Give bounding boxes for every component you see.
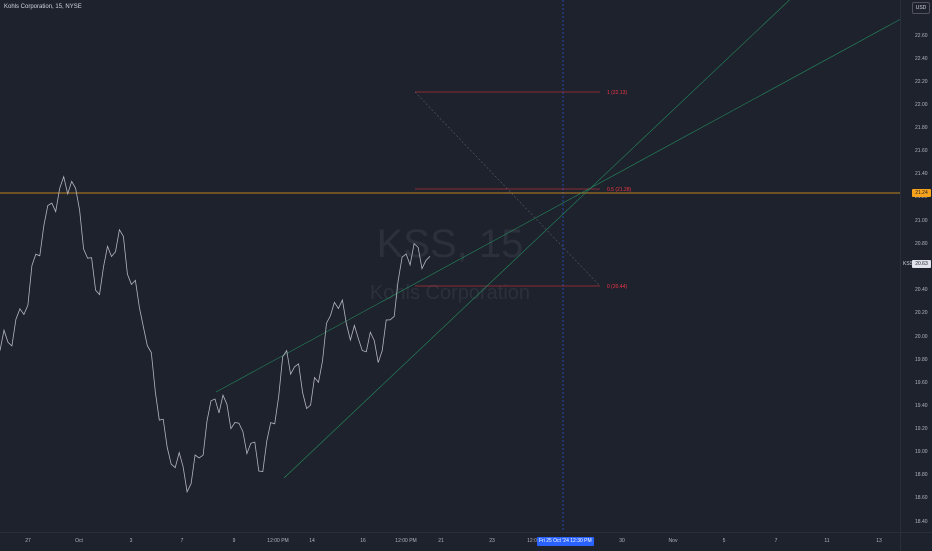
symbol-tag: KSS bbox=[903, 261, 914, 267]
time-label: 14 bbox=[309, 538, 315, 544]
price-label: 20.80 bbox=[915, 241, 928, 247]
axis-corner bbox=[900, 532, 932, 551]
time-label: 9 bbox=[232, 538, 236, 544]
price-label: 21.00 bbox=[915, 218, 928, 224]
price-label: 19.80 bbox=[915, 357, 928, 363]
time-label: 23 bbox=[489, 538, 495, 544]
chart-canvas[interactable]: 1 (22.13) 0.5 (21.28) 0 (20.44) bbox=[0, 0, 900, 532]
time-label: 11 bbox=[824, 538, 830, 544]
price-label: 22.40 bbox=[915, 56, 928, 62]
time-axis[interactable]: 27 Oct 3 7 9 12:00 PM 14 16 12:00 PM 21 … bbox=[0, 532, 900, 551]
time-label: 5 bbox=[722, 538, 726, 544]
price-label: 22.60 bbox=[915, 33, 928, 39]
chart-pane[interactable]: Kohls Corporation, 15, NYSE KSS, 15 Kohl… bbox=[0, 0, 900, 532]
price-label: 19.60 bbox=[915, 380, 928, 386]
time-label: 30 bbox=[619, 538, 625, 544]
fib-label-05: 0.5 (21.28) bbox=[607, 187, 632, 193]
time-label: 12:00 PM bbox=[267, 538, 289, 544]
time-label: 16 bbox=[360, 538, 366, 544]
time-label: 12:00 PM bbox=[395, 538, 417, 544]
fib-diagonal bbox=[414, 91, 601, 287]
crosshair-time-label: Fri 25 Oct '24 12:30 PM bbox=[537, 537, 594, 546]
price-label: 18.80 bbox=[915, 472, 928, 478]
price-label: 20.00 bbox=[915, 334, 928, 340]
price-label: 19.00 bbox=[915, 449, 928, 455]
time-label: 13 bbox=[876, 538, 882, 544]
currency-button[interactable]: USD bbox=[912, 2, 930, 14]
price-label: 19.20 bbox=[915, 426, 928, 432]
price-label: 22.00 bbox=[915, 102, 928, 108]
time-label: 12:0 bbox=[527, 538, 537, 544]
time-label: 7 bbox=[180, 538, 184, 544]
horizontal-line-price-tag: 21.24 bbox=[912, 189, 931, 197]
price-axis[interactable]: USD 22.60 22.40 22.20 22.00 21.80 21.60 … bbox=[900, 0, 932, 532]
price-label: 20.20 bbox=[915, 310, 928, 316]
trendline-lower[interactable] bbox=[283, 0, 800, 479]
fib-label-1: 1 (22.13) bbox=[607, 90, 627, 96]
current-price-tag: 20.63 bbox=[912, 260, 931, 268]
trendline-upper[interactable] bbox=[215, 2, 900, 393]
time-label: Oct bbox=[75, 538, 83, 544]
time-label: 27 bbox=[25, 538, 31, 544]
fib-label-0: 0 (20.44) bbox=[607, 284, 627, 290]
price-label: 21.40 bbox=[915, 171, 928, 177]
price-line[interactable] bbox=[0, 175, 431, 494]
price-label: 21.60 bbox=[915, 148, 928, 154]
time-label: Nov bbox=[668, 538, 678, 544]
price-label: 18.60 bbox=[915, 495, 928, 501]
time-label: 7 bbox=[774, 538, 778, 544]
watermark-name: Kohls Corporation bbox=[369, 282, 531, 304]
time-label: 3 bbox=[129, 538, 133, 544]
price-label: 22.20 bbox=[915, 79, 928, 85]
legend-title: Kohls Corporation, 15, NYSE bbox=[4, 4, 82, 10]
price-label: 21.20 bbox=[915, 194, 928, 200]
time-label: 21 bbox=[438, 538, 444, 544]
watermark-symbol: KSS, 15 bbox=[376, 222, 524, 266]
price-label: 18.40 bbox=[915, 519, 928, 525]
price-label: 20.40 bbox=[915, 287, 928, 293]
price-label: 21.80 bbox=[915, 125, 928, 131]
price-label: 19.40 bbox=[915, 403, 928, 409]
